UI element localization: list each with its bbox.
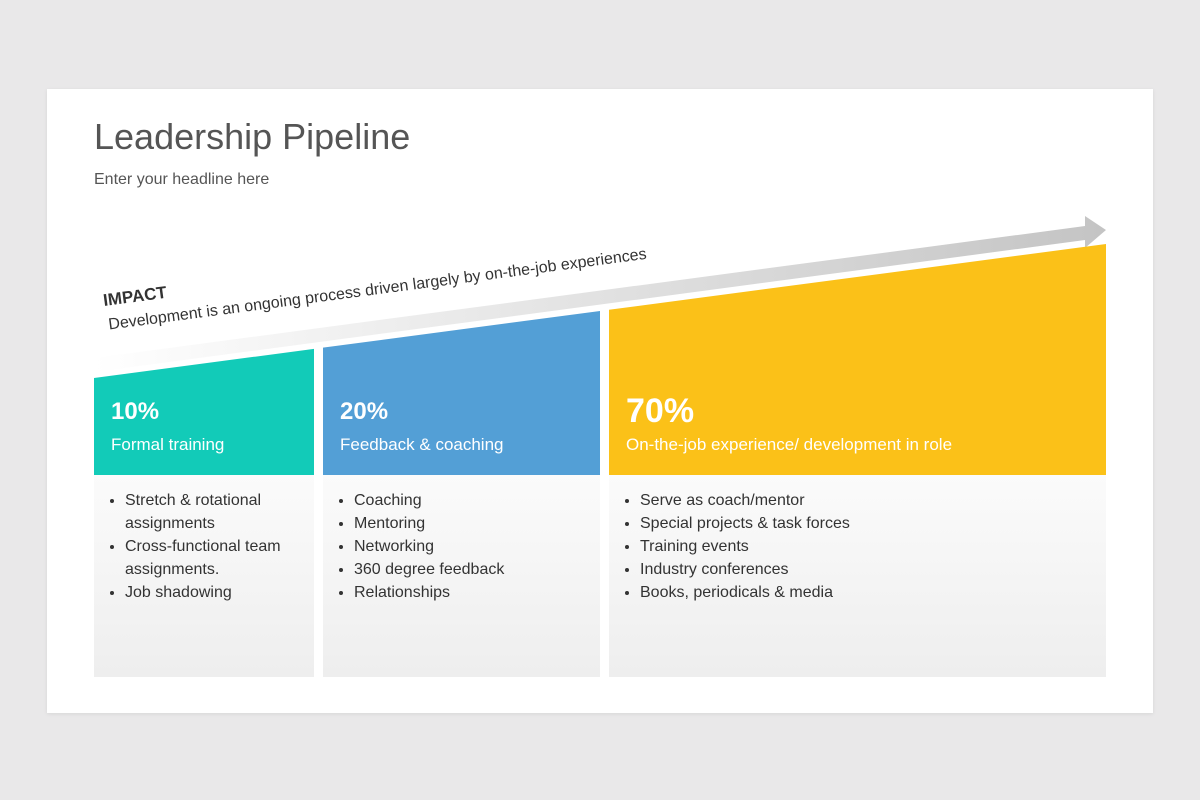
column-header — [609, 244, 1106, 475]
column-panel — [609, 475, 1106, 677]
column-percent: 70% — [626, 392, 695, 430]
impact-arrow — [94, 216, 1106, 372]
impact-label: IMPACT — [102, 283, 168, 310]
subtitle: Enter your headline here — [94, 171, 270, 188]
column-label: Formal training — [111, 435, 225, 454]
column-label: On-the-job experience/ development in ro… — [626, 435, 953, 454]
bullet: Job shadowing — [125, 581, 300, 604]
column-panel — [94, 475, 314, 677]
bullet: 360 degree feedback — [354, 558, 591, 581]
bullet: Training events — [640, 535, 1097, 558]
bullet-list: Stretch & rotational assignmentsCross-fu… — [111, 489, 300, 604]
bullet: Serve as coach/mentor — [640, 489, 1097, 512]
column-header — [94, 348, 314, 475]
title: Leadership Pipeline — [94, 116, 411, 157]
bullet: Stretch & rotational assignments — [125, 489, 300, 535]
bullet: Networking — [354, 535, 591, 558]
bullet-list: Serve as coach/mentorSpecial projects & … — [626, 489, 1097, 604]
bullet-list: CoachingMentoringNetworking360 degree fe… — [340, 489, 591, 604]
column-header — [323, 311, 600, 475]
bullet: Cross-functional team assignments. — [125, 535, 300, 581]
bullet: Books, periodicals & media — [640, 581, 1097, 604]
column-panel — [323, 475, 600, 677]
bullet: Industry conferences — [640, 558, 1097, 581]
column-percent: 20% — [340, 398, 389, 425]
column-label: Feedback & coaching — [340, 435, 504, 454]
bullet: Mentoring — [354, 512, 591, 535]
column-percent: 10% — [111, 398, 160, 425]
bullet: Relationships — [354, 581, 591, 604]
bullet: Coaching — [354, 489, 591, 512]
bullet: Special projects & task forces — [640, 512, 1097, 535]
